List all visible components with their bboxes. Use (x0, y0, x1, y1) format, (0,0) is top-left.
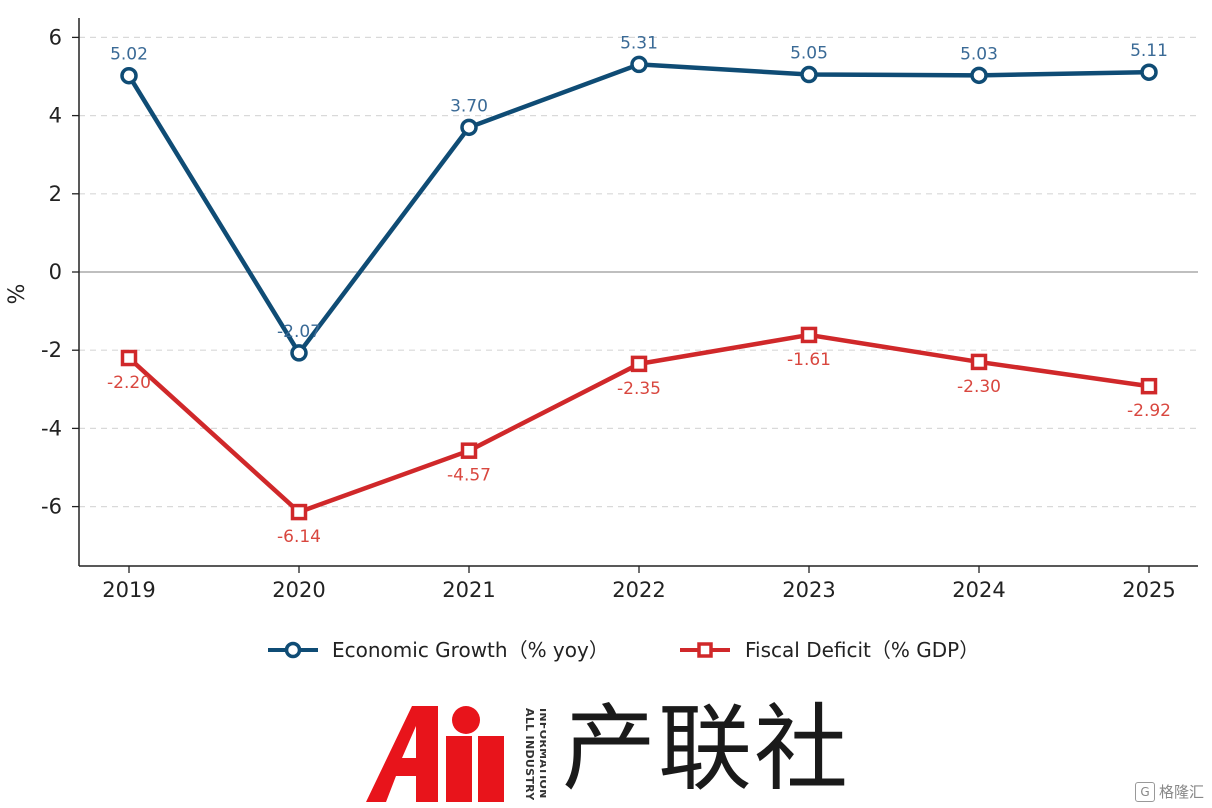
deficit-point (800, 326, 818, 344)
deficit-data-label: -4.57 (447, 466, 491, 486)
y-tick-label: 4 (49, 104, 62, 128)
y-tick-label: -4 (41, 416, 62, 440)
axes (78, 18, 1198, 567)
growth-data-label: 5.05 (790, 44, 828, 64)
deficit-data-label: -1.61 (787, 350, 831, 370)
deficit-data-label: -2.20 (107, 373, 151, 393)
legend-marker-deficit (697, 642, 713, 658)
growth-point (290, 344, 308, 362)
y-tick-label: 2 (49, 182, 62, 206)
y-tick-label: -6 (41, 495, 62, 519)
growth-point (630, 55, 648, 74)
y-tick-label: -2 (41, 338, 62, 362)
deficit-point (460, 442, 478, 459)
deficit-data-label: -6.14 (277, 527, 321, 547)
legend-label-deficit: Fiscal Deficit（% GDP） (745, 638, 979, 662)
growth-line (127, 62, 1150, 356)
logo-english-text: ALL INDUSTRY INFORMATION (523, 708, 546, 800)
x-tick-label: 2022 (612, 578, 665, 602)
deficit-point (290, 503, 308, 521)
deficit-data-label: -2.30 (957, 377, 1001, 397)
watermark-icon: G (1134, 781, 1155, 802)
logo-en-line-2: INFORMATION (537, 708, 546, 799)
deficit-data-label: -2.35 (617, 379, 661, 399)
series-group: 5.02 -2.07 3.70 5.31 5.05 5.03 5.11 -2.20 -6.14 -… (107, 33, 1171, 547)
growth-data-label: -2.07 (277, 322, 321, 342)
y-axis-label: % (5, 284, 30, 305)
legend-label-growth: Economic Growth（% yoy） (332, 638, 609, 662)
logo-shape-i2 (478, 736, 504, 802)
growth-data-label: 5.11 (1130, 41, 1168, 61)
growth-point (460, 118, 478, 137)
watermark-text: 格隆汇 (1158, 783, 1204, 801)
growth-data-label: 5.02 (110, 45, 148, 65)
growth-data-label: 3.70 (450, 96, 488, 116)
deficit-point (630, 355, 648, 373)
x-tick-label: 2025 (1122, 578, 1175, 602)
y-ticks: 6 4 2 0 -2 -4 -6 (41, 25, 79, 519)
growth-data-label: 5.31 (620, 33, 658, 53)
deficit-data-label: -2.92 (1127, 401, 1171, 421)
growth-point (970, 66, 988, 85)
logo-shape-i1 (446, 736, 472, 802)
y-tick-label: 6 (49, 25, 62, 49)
growth-data-label: 5.03 (960, 44, 998, 64)
y-tick-label: 0 (49, 260, 62, 284)
deficit-point (1140, 377, 1158, 395)
legend: Economic Growth（% yoy） Fiscal Deficit（% … (268, 638, 979, 662)
watermark: G 格隆汇 (1134, 781, 1204, 802)
x-ticks: 2019 2020 2021 2022 2023 2024 2025 (102, 566, 1176, 602)
growth-point (800, 65, 818, 84)
x-tick-label: 2023 (782, 578, 835, 602)
growth-point (1140, 63, 1158, 81)
x-tick-label: 2024 (952, 578, 1005, 602)
logo-shape-dot (452, 706, 480, 734)
logo-shape-a (366, 706, 438, 802)
logo-chinese-text: 产联社 (562, 695, 851, 804)
x-tick-label: 2021 (442, 578, 495, 602)
logo-en-line: ALL INDUSTRY (523, 708, 536, 800)
deficit-point (970, 353, 988, 371)
aii-logo (366, 706, 504, 802)
x-tick-label: 2020 (272, 578, 325, 602)
logo-shape-a-cut (402, 726, 416, 758)
growth-point (120, 66, 138, 85)
x-tick-label: 2019 (102, 578, 155, 602)
legend-marker-growth (284, 641, 302, 659)
deficit-point (120, 349, 138, 367)
